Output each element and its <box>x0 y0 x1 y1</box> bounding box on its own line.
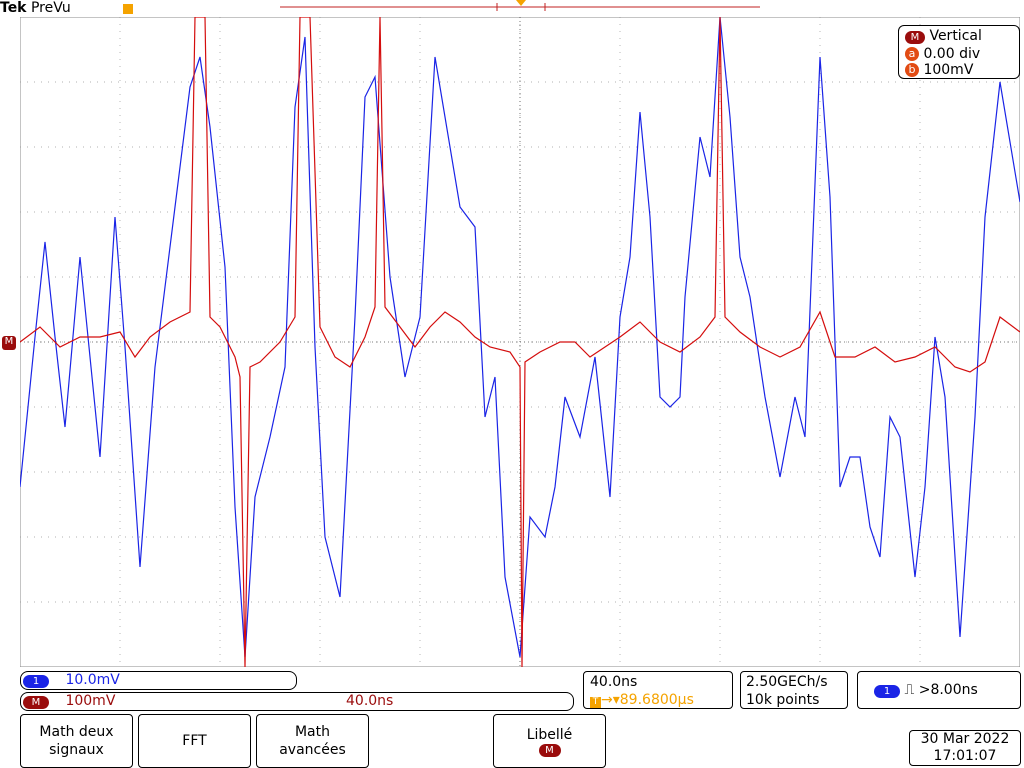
ch1-scale: 10.0mV <box>65 672 120 688</box>
brand-label: Tek PreVu <box>0 0 71 16</box>
acquisition-panel[interactable]: 2.50GECh/s 10k points <box>740 671 848 709</box>
vertical-title: Vertical <box>929 28 982 44</box>
math-dual-button[interactable]: Math deux signaux <box>20 714 133 768</box>
ch1-trace <box>20 17 1020 658</box>
math-time: 40.0ns <box>346 693 394 709</box>
brand-name: Tek <box>0 0 27 16</box>
scale-badge: b <box>905 63 919 77</box>
waveform-graticule[interactable] <box>20 17 1020 667</box>
vertical-math-badge: M <box>905 31 925 44</box>
math-scale: 100mV <box>65 693 116 709</box>
math-advanced-button[interactable]: Math avancées <box>256 714 369 768</box>
trigger-source-badge: 1 <box>874 685 900 698</box>
vertical-scale: 100mV <box>923 62 974 78</box>
record-view-bar <box>123 0 760 14</box>
vertical-position: 0.00 div <box>923 46 981 62</box>
timebase: 40.0ns <box>590 674 638 690</box>
record-length: 10k points <box>746 692 820 708</box>
vertical-panel[interactable]: M Vertical a 0.00 div b 100mV <box>898 25 1020 79</box>
sample-rate: 2.50GECh/s <box>746 674 828 690</box>
date: 30 Mar 2022 <box>920 731 1010 747</box>
horizontal-panel[interactable]: 40.0ns T →▾89.6800µs <box>583 671 733 709</box>
time: 17:01:07 <box>933 748 997 764</box>
position-badge: a <box>905 47 919 61</box>
trigger-position-row: T →▾89.6800µs <box>590 691 726 709</box>
trigger-level: >8.00ns <box>918 682 978 698</box>
math-ref-marker[interactable]: M <box>2 336 16 350</box>
math-trace <box>20 17 1020 667</box>
ch1-status[interactable]: 1 10.0mV <box>20 671 297 690</box>
fft-button[interactable]: FFT <box>138 714 251 768</box>
trigger-position-marker <box>516 0 526 6</box>
trigger-position: 89.6800µs <box>619 692 694 708</box>
label-button[interactable]: Libellé M <box>493 714 606 768</box>
ch1-badge: 1 <box>23 675 49 688</box>
trigger-icon: T <box>590 697 601 708</box>
label-button-text: Libellé <box>526 726 573 743</box>
math-badge: M <box>23 696 49 709</box>
acquisition-mode: PreVu <box>30 0 71 16</box>
pulse-width-icon: ⎍ <box>904 682 915 698</box>
trigger-panel[interactable]: 1 ⎍ >8.00ns <box>857 671 1021 709</box>
math-status[interactable]: M 100mV 40.0ns <box>20 692 574 711</box>
label-button-badge: M <box>538 743 561 757</box>
datetime-box: 30 Mar 2022 17:01:07 <box>909 730 1021 766</box>
